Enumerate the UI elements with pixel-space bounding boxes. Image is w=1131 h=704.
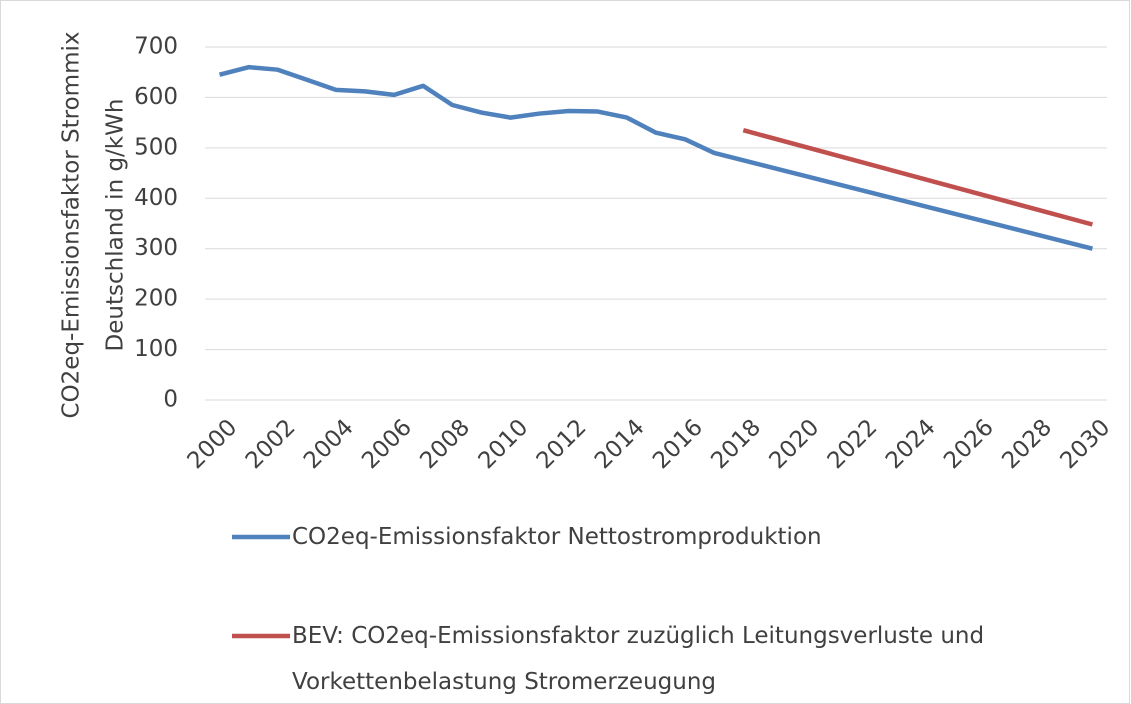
x-tick-label: 2012 — [532, 414, 592, 474]
x-tick-label: 2028 — [997, 414, 1057, 474]
y-tick-label: 600 — [134, 84, 178, 110]
y-tick-label: 400 — [134, 185, 178, 211]
x-tick-label: 2030 — [1056, 414, 1116, 474]
y-tick-label: 100 — [134, 336, 178, 362]
x-tick-label: 2004 — [299, 414, 359, 474]
y-tick-label: 200 — [134, 286, 178, 312]
y-tick-label: 500 — [134, 134, 178, 160]
line — [742, 128, 1094, 227]
x-tick-label: 2008 — [415, 414, 475, 474]
x-tick-label: 2002 — [241, 414, 301, 474]
y-axis-label: Deutschland in g/kWh — [103, 99, 129, 352]
line — [218, 64, 1094, 251]
x-tick-label: 2018 — [706, 414, 766, 474]
x-tick-label: 2022 — [823, 414, 883, 474]
x-tick-label: 2006 — [357, 414, 417, 474]
y-tick-label: 300 — [134, 235, 178, 261]
x-tick-label: 2000 — [183, 414, 243, 474]
y-axis-label: CO2eq-Emissionsfaktor Strommix — [59, 32, 85, 419]
x-tick-label: 2014 — [590, 414, 650, 474]
x-tick-label: 2010 — [474, 414, 534, 474]
y-tick-label: 700 — [134, 34, 178, 60]
legend-label: CO2eq-Emissionsfaktor Nettostromprodukti… — [292, 524, 822, 550]
y-tick-label: 0 — [163, 387, 178, 413]
x-tick-label: 2016 — [648, 414, 708, 474]
legend-label: BEV: CO2eq-Emissionsfaktor zuzüglich Lei… — [292, 623, 985, 695]
x-tick-label: 2020 — [765, 414, 825, 474]
x-tick-label: 2024 — [881, 414, 941, 474]
x-tick-label: 2026 — [939, 414, 999, 474]
